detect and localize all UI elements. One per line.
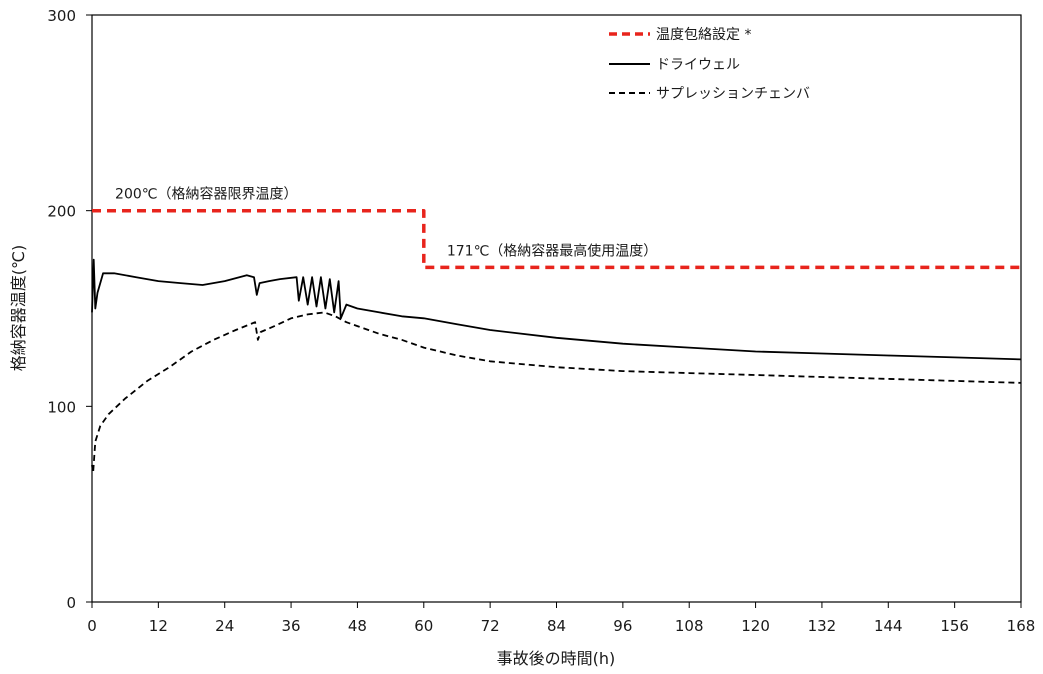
x-tick-label: 120 <box>741 617 770 635</box>
x-tick-label: 168 <box>1007 617 1036 635</box>
x-tick-label: 48 <box>348 617 367 635</box>
annotations: 200℃（格納容器限界温度） 171℃（格納容器最高使用温度） <box>115 186 657 260</box>
annotation-label: 200℃（格納容器限界温度） <box>115 186 297 203</box>
y-tick-label: 100 <box>47 398 76 416</box>
x-tick-label: 60 <box>414 617 433 635</box>
y-tick-label: 200 <box>47 203 76 221</box>
y-axis: 0 100 200 300 <box>47 7 92 612</box>
y-axis-title: 格納容器温度(℃) <box>9 245 28 371</box>
x-tick-label: 144 <box>874 617 903 635</box>
x-axis-title: 事故後の時間(h) <box>497 649 616 668</box>
x-tick-label: 24 <box>215 617 234 635</box>
series-layer <box>91 208 1022 474</box>
series-drywell-line <box>91 258 1022 361</box>
legend-label-drywell: ドライウェル <box>656 57 740 73</box>
x-tick-label: 84 <box>547 617 566 635</box>
x-tick-label: 12 <box>149 617 168 635</box>
x-axis: 0 12 24 36 48 60 72 84 96 108 120 132 144 156 168 <box>87 602 1035 635</box>
y-tick-label: 0 <box>66 594 76 612</box>
x-tick-label: 108 <box>675 617 704 635</box>
x-tick-label: 36 <box>282 617 301 635</box>
x-tick-label: 0 <box>87 617 97 635</box>
x-tick-label: 132 <box>808 617 837 635</box>
x-tick-label: 72 <box>481 617 500 635</box>
legend-label-suppression: サプレッションチェンバ <box>656 86 810 102</box>
annotation-label: 171℃（格納容器最高使用温度） <box>447 242 657 259</box>
x-tick-label: 156 <box>940 617 969 635</box>
legend-label-envelope: 温度包絡設定 * <box>656 27 751 43</box>
y-tick-label: 300 <box>47 7 76 25</box>
legend: 温度包絡設定 * ドライウェル サプレッションチェンバ <box>600 20 810 106</box>
x-tick-label: 96 <box>613 617 632 635</box>
series-envelope-line <box>92 208 1021 270</box>
